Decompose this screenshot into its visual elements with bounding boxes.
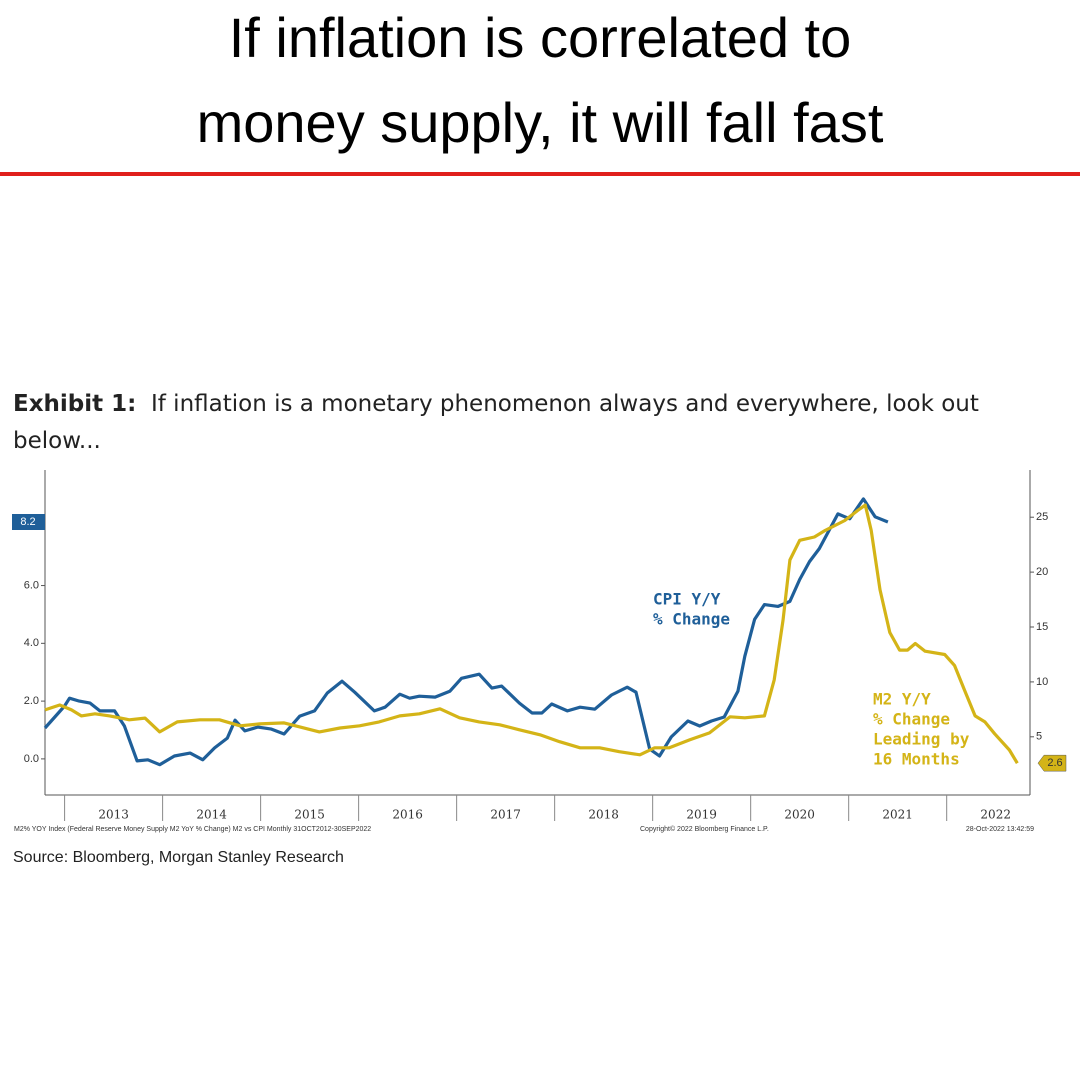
headline-line: money supply, it will fall fast <box>197 91 884 154</box>
x-tick-label: 2015 <box>294 808 325 822</box>
y-tick-label: 2.0 <box>24 695 39 707</box>
x-tick-label: 2021 <box>882 808 913 822</box>
source: Source: Bloomberg, Morgan Stanley Resear… <box>13 849 344 866</box>
headline-line: If inflation is correlated to <box>229 6 852 69</box>
caption: Exhibit 1: If inflation is a monetary ph… <box>13 386 1053 460</box>
end-tag <box>12 514 45 530</box>
series-line <box>44 503 1019 765</box>
y2-tick-label: 15 <box>1036 621 1048 633</box>
caption-label: Exhibit 1: <box>13 391 137 417</box>
x-tick-label: 2014 <box>196 808 227 822</box>
caption-text: If inflation is a monetary phenomenon al… <box>13 391 979 454</box>
annotation: M2 Y/Y <box>873 690 931 709</box>
footnote: 28-Oct-2022 13:42:59 <box>966 826 1034 833</box>
y-tick-label: 0.0 <box>24 753 39 765</box>
annotation: 16 Months <box>873 750 960 769</box>
x-tick-label: 2019 <box>686 808 717 822</box>
annotation: % Change <box>653 610 730 629</box>
x-tick-label: 2013 <box>98 808 129 822</box>
y-tick-label: 6.0 <box>24 579 39 591</box>
y2-tick-label: 10 <box>1036 676 1048 688</box>
divider <box>0 172 1080 176</box>
annotation: % Change <box>873 710 950 729</box>
footnote: Copyright© 2022 Bloomberg Finance L.P. <box>640 825 769 833</box>
y2-tick-label: 20 <box>1036 566 1048 578</box>
x-tick-label: 2016 <box>392 808 423 822</box>
series-line <box>43 497 889 767</box>
annotation: CPI Y/Y <box>653 590 721 609</box>
x-tick-label: 2022 <box>980 808 1011 822</box>
x-tick-label: 2020 <box>784 808 815 822</box>
x-tick-label: 2017 <box>490 808 521 822</box>
end-tag-label: 8.2 <box>20 516 35 528</box>
end-tag <box>1037 754 1067 772</box>
y-tick-label: 4.0 <box>24 637 39 649</box>
footnote: M2% YOY Index (Federal Reserve Money Sup… <box>14 826 371 833</box>
y2-tick-label: 25 <box>1036 511 1048 523</box>
x-tick-label: 2018 <box>588 808 619 822</box>
end-tag-label: 2.6 <box>1047 757 1062 769</box>
y2-tick-label: 5 <box>1036 731 1042 743</box>
annotation: Leading by <box>873 730 970 749</box>
